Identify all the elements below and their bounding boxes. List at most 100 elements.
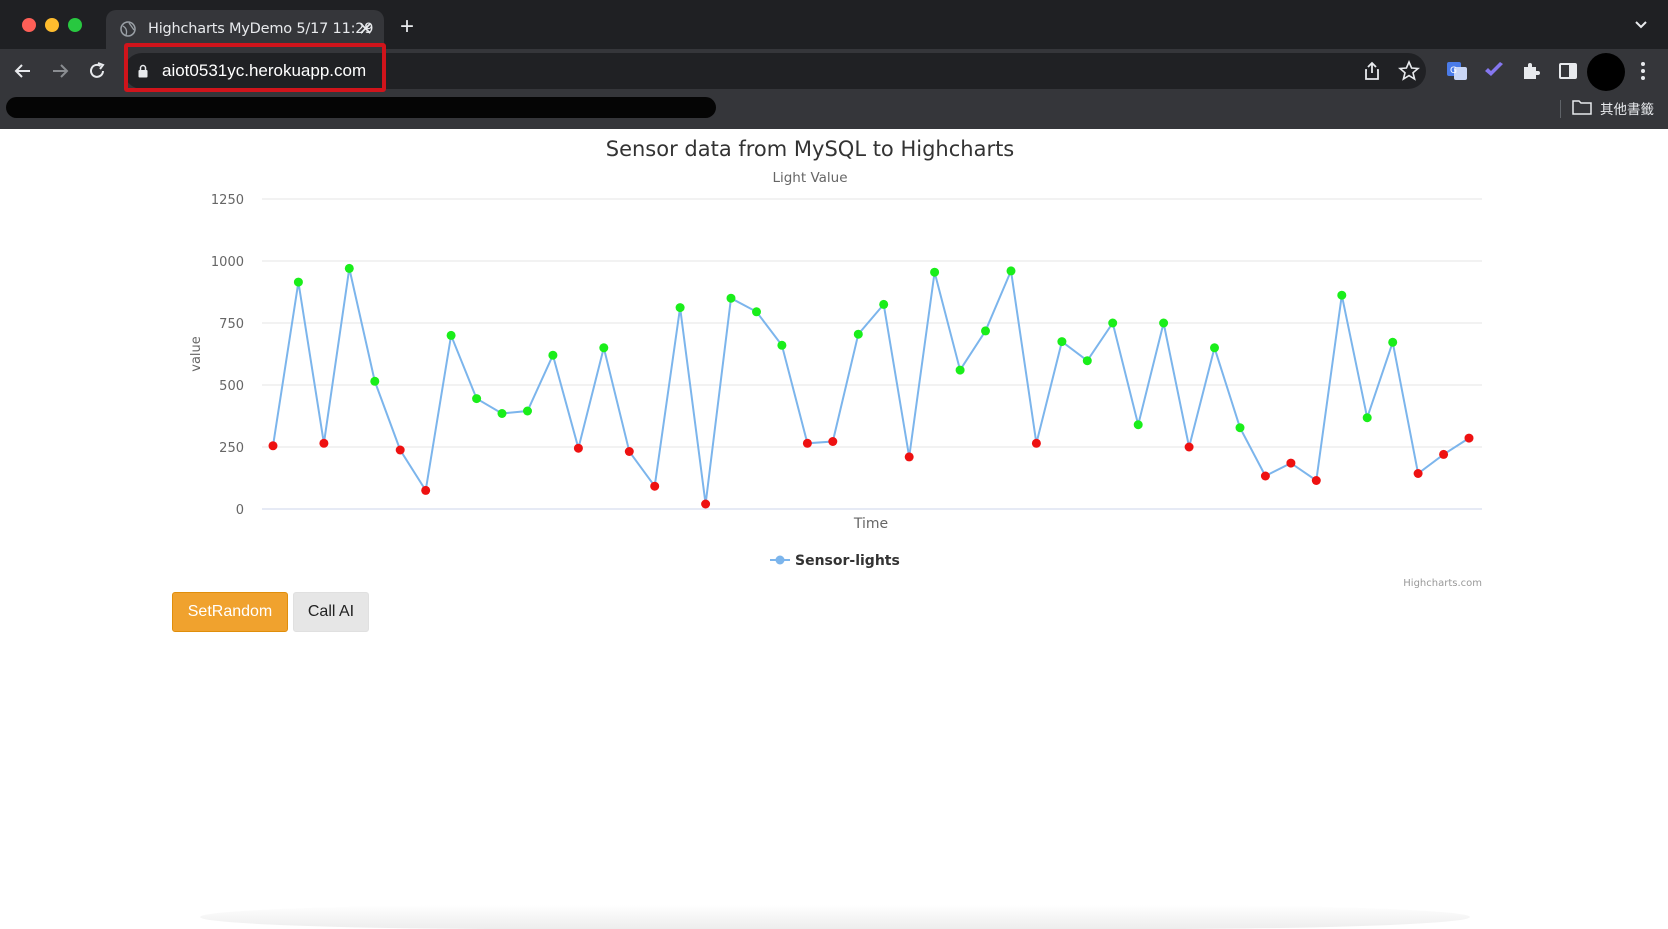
tab-title: Highcharts MyDemo 5/17 11:29 xyxy=(148,21,374,37)
data-point[interactable] xyxy=(1413,469,1423,478)
data-point[interactable] xyxy=(1235,423,1245,433)
data-point[interactable] xyxy=(650,481,660,491)
y-tick-label: 1000 xyxy=(211,255,244,270)
star-icon[interactable] xyxy=(1397,59,1421,83)
data-point[interactable] xyxy=(1108,318,1118,328)
browser-tab-bar: Highcharts MyDemo 5/17 11:29 ✕ + xyxy=(0,0,1668,49)
data-point[interactable] xyxy=(1439,449,1449,459)
data-point[interactable] xyxy=(268,441,278,451)
redacted-bookmarks xyxy=(6,97,716,118)
address-bar[interactable]: aiot0531yc.herokuapp.com xyxy=(124,53,1426,89)
share-icon[interactable] xyxy=(1360,59,1384,83)
data-point[interactable] xyxy=(599,343,609,353)
url-highlight-box xyxy=(124,43,386,92)
y-gridlines xyxy=(262,198,1482,510)
data-point[interactable] xyxy=(497,409,507,418)
browser-tab-active[interactable]: Highcharts MyDemo 5/17 11:29 ✕ xyxy=(106,10,384,49)
y-axis-label: value xyxy=(189,336,204,372)
chart-title: Sensor data from MySQL to Highcharts xyxy=(606,137,1015,161)
data-point[interactable] xyxy=(1464,433,1474,443)
more-menu-icon[interactable] xyxy=(1631,59,1655,83)
new-tab-icon[interactable]: + xyxy=(400,13,415,40)
data-point[interactable] xyxy=(293,277,303,287)
data-point[interactable] xyxy=(624,447,634,456)
back-arrow-icon[interactable] xyxy=(11,59,35,83)
translate-icon[interactable]: G xyxy=(1445,59,1469,83)
data-point[interactable] xyxy=(472,394,482,404)
y-tick-label: 500 xyxy=(219,379,244,394)
series-points xyxy=(268,263,1474,509)
bookmark-folder-other[interactable]: 其他書籤 xyxy=(1600,102,1654,118)
svg-text:G: G xyxy=(1450,66,1457,76)
puzzle-icon[interactable] xyxy=(1519,59,1543,83)
minimize-window-button[interactable] xyxy=(45,18,59,32)
folder-icon xyxy=(1572,100,1592,115)
legend-label: Sensor-lights xyxy=(795,553,900,569)
data-point[interactable] xyxy=(395,445,405,455)
data-point[interactable] xyxy=(1031,438,1041,448)
data-point[interactable] xyxy=(675,303,685,313)
y-tick-label: 1250 xyxy=(211,193,244,208)
maximize-window-button[interactable] xyxy=(68,18,82,32)
check-extension-icon[interactable] xyxy=(1482,59,1506,83)
data-point[interactable] xyxy=(981,326,990,336)
x-axis-label: Time xyxy=(853,516,888,532)
y-tick-label: 250 xyxy=(219,441,244,456)
data-point[interactable] xyxy=(828,437,838,446)
highcharts-credits[interactable]: Highcharts.com xyxy=(1403,578,1482,589)
data-point[interactable] xyxy=(1260,471,1270,481)
data-point[interactable] xyxy=(701,499,711,509)
data-point[interactable] xyxy=(319,438,329,448)
forward-arrow-icon[interactable] xyxy=(48,59,72,83)
data-point[interactable] xyxy=(879,299,889,309)
y-tick-label: 750 xyxy=(219,317,244,332)
call-ai-button[interactable]: Call AI xyxy=(293,592,369,632)
data-point[interactable] xyxy=(344,263,354,273)
series-line-sensor-lights xyxy=(272,267,1470,505)
globe-icon xyxy=(120,21,136,37)
data-point[interactable] xyxy=(421,485,431,495)
data-point[interactable] xyxy=(930,267,940,277)
data-point[interactable] xyxy=(777,340,787,350)
highcharts-chart: Sensor data from MySQL to Highcharts Lig… xyxy=(189,137,1482,589)
url-text[interactable]: aiot0531yc.herokuapp.com xyxy=(162,61,367,80)
data-point[interactable] xyxy=(726,293,736,303)
browser-toolbar: aiot0531yc.herokuapp.com G xyxy=(0,49,1668,93)
profile-avatar[interactable] xyxy=(1587,53,1625,91)
close-tab-icon[interactable]: ✕ xyxy=(358,19,374,39)
data-point[interactable] xyxy=(904,452,914,462)
data-point[interactable] xyxy=(853,329,863,339)
legend-item-sensor-lights[interactable]: Sensor-lights xyxy=(770,553,900,569)
y-axis-ticks: 0 250 500 750 1000 1250 xyxy=(211,193,244,518)
chart-subtitle: Light Value xyxy=(772,170,847,186)
chevron-down-icon[interactable] xyxy=(1634,18,1648,32)
bookmark-separator xyxy=(1560,100,1561,118)
data-point[interactable] xyxy=(1337,290,1347,300)
data-point[interactable] xyxy=(1057,337,1067,347)
data-point[interactable] xyxy=(370,376,380,386)
data-point[interactable] xyxy=(955,365,965,375)
data-point[interactable] xyxy=(573,443,583,453)
data-point[interactable] xyxy=(1159,318,1169,328)
data-point[interactable] xyxy=(1311,476,1321,485)
data-point[interactable] xyxy=(752,307,761,317)
data-point[interactable] xyxy=(548,350,558,360)
page-bottom-shadow xyxy=(200,905,1470,929)
data-point[interactable] xyxy=(1362,413,1372,423)
reload-icon[interactable] xyxy=(85,59,109,83)
data-point[interactable] xyxy=(802,438,812,448)
data-point[interactable] xyxy=(1133,420,1143,430)
data-point[interactable] xyxy=(1210,343,1219,353)
legend-marker xyxy=(775,555,785,565)
lock-icon[interactable] xyxy=(138,64,148,78)
data-point[interactable] xyxy=(1286,458,1296,468)
close-window-button[interactable] xyxy=(22,18,36,32)
data-point[interactable] xyxy=(523,406,532,416)
set-random-button[interactable]: SetRandom xyxy=(172,592,288,632)
data-point[interactable] xyxy=(1006,266,1016,276)
data-point[interactable] xyxy=(446,330,456,340)
sidepanel-icon[interactable] xyxy=(1556,59,1580,83)
data-point[interactable] xyxy=(1184,442,1194,452)
data-point[interactable] xyxy=(1388,337,1398,347)
data-point[interactable] xyxy=(1082,356,1092,366)
